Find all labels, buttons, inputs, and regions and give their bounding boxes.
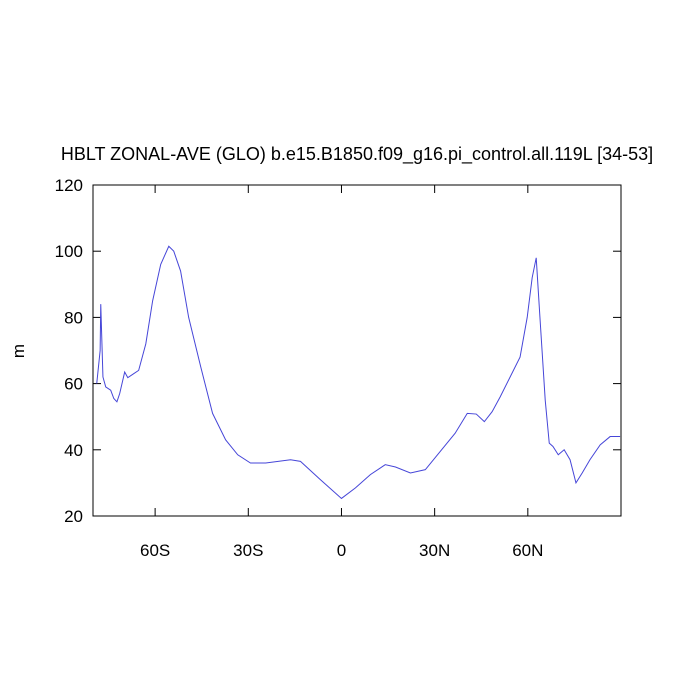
y-tick-label: 40: [64, 441, 83, 460]
x-tick-label: 60N: [512, 541, 543, 560]
data-line: [96, 245, 621, 500]
y-tick-label: 120: [55, 176, 83, 195]
x-tick-label: 0: [337, 541, 346, 560]
y-tick-label: 80: [64, 308, 83, 327]
plot-frame: [92, 184, 622, 517]
y-axis-label: m: [9, 344, 28, 358]
chart-title: HBLT ZONAL-AVE (GLO) b.e15.B1850.f09_g16…: [61, 144, 653, 165]
x-tick-label: 30S: [233, 541, 263, 560]
x-tick-label: 30N: [419, 541, 450, 560]
x-tick-label: 60S: [140, 541, 170, 560]
y-tick-label: 20: [64, 507, 83, 526]
y-tick-label: 100: [55, 242, 83, 261]
y-tick-label: 60: [64, 375, 83, 394]
